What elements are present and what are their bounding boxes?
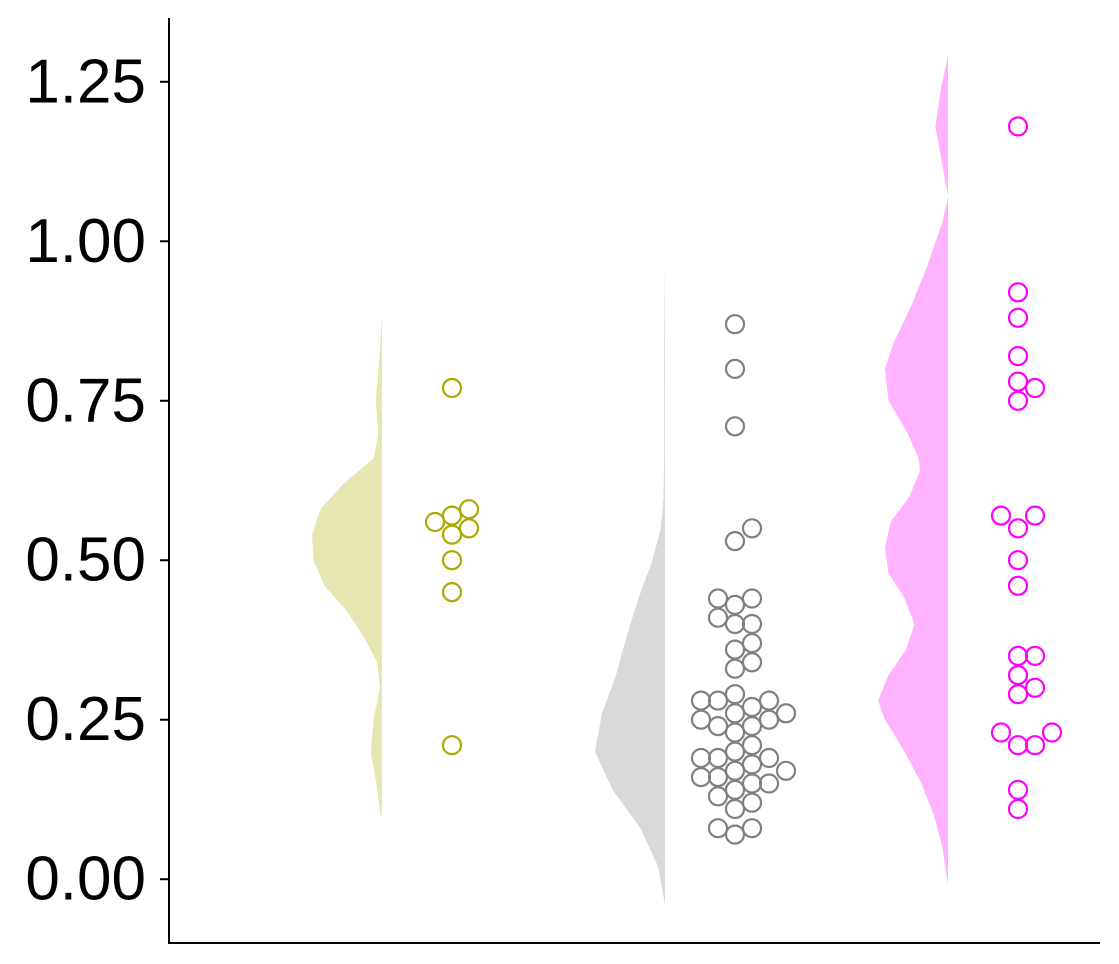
y-tick-label: 0.25 bbox=[25, 685, 146, 754]
data-point-series-2 bbox=[741, 735, 763, 756]
data-point-series-2 bbox=[724, 358, 746, 379]
data-point-series-2 bbox=[741, 773, 763, 794]
y-tick-label: 0.75 bbox=[25, 366, 146, 435]
data-point-series-3 bbox=[1007, 518, 1029, 539]
data-point-series-2 bbox=[707, 747, 729, 769]
y-tick-label: 1.25 bbox=[25, 47, 146, 116]
data-point-series-3 bbox=[1024, 377, 1046, 399]
data-point-series-2 bbox=[724, 314, 746, 335]
data-point-series-3 bbox=[1024, 677, 1046, 698]
data-point-series-1 bbox=[458, 518, 480, 539]
data-point-series-3 bbox=[1007, 575, 1029, 596]
data-point-series-3 bbox=[1024, 735, 1046, 756]
data-point-series-1 bbox=[458, 499, 480, 520]
y-axis-ticks: 0.00 0.25 0.50 0.75 1.00 1.25 bbox=[25, 47, 169, 914]
data-point-series-2 bbox=[775, 760, 797, 781]
data-point-series-2 bbox=[741, 613, 763, 635]
data-point-series-3 bbox=[1007, 390, 1029, 411]
data-point-series-2 bbox=[724, 741, 746, 762]
data-point-series-2 bbox=[724, 760, 746, 781]
data-point-series-2 bbox=[690, 709, 712, 730]
data-point-series-2 bbox=[707, 818, 729, 839]
data-point-series-2 bbox=[724, 703, 746, 724]
data-point-series-2 bbox=[758, 747, 780, 769]
data-point-series-2 bbox=[741, 818, 763, 839]
data-point-series-1 bbox=[424, 511, 446, 533]
data-point-series-2 bbox=[707, 690, 729, 711]
data-point-series-2 bbox=[724, 798, 746, 820]
data-point-series-2 bbox=[724, 779, 746, 801]
data-point-series-3 bbox=[1007, 116, 1029, 137]
data-point-series-1 bbox=[441, 377, 463, 399]
data-point-series-2 bbox=[690, 747, 712, 769]
data-point-series-2 bbox=[741, 518, 763, 539]
data-point-series-2 bbox=[724, 530, 746, 552]
density-cloud-3 bbox=[878, 56, 948, 886]
data-point-series-1 bbox=[441, 581, 463, 603]
data-point-series-2 bbox=[724, 416, 746, 437]
data-point-series-1 bbox=[441, 524, 463, 545]
data-point-series-2 bbox=[707, 715, 729, 737]
data-point-series-2 bbox=[724, 594, 746, 616]
data-point-series-1 bbox=[441, 735, 463, 756]
data-point-series-2 bbox=[724, 613, 746, 635]
data-point-series-2 bbox=[690, 766, 712, 788]
data-point-series-3 bbox=[1041, 722, 1063, 743]
data-point-series-2 bbox=[741, 588, 763, 609]
data-point-series-2 bbox=[741, 633, 763, 654]
data-point-series-3 bbox=[1007, 307, 1029, 328]
data-point-series-1 bbox=[441, 550, 463, 571]
data-point-series-2 bbox=[741, 715, 763, 737]
data-point-series-2 bbox=[758, 690, 780, 711]
data-point-series-3 bbox=[1007, 371, 1029, 392]
data-point-series-2 bbox=[707, 766, 729, 788]
data-point-series-2 bbox=[758, 773, 780, 794]
data-point-series-3 bbox=[1007, 779, 1029, 801]
data-point-series-2 bbox=[707, 588, 729, 609]
data-point-series-2 bbox=[724, 658, 746, 679]
data-point-series-3 bbox=[1007, 798, 1029, 820]
data-points bbox=[424, 116, 1063, 845]
data-point-series-2 bbox=[707, 607, 729, 628]
data-point-series-3 bbox=[1007, 282, 1029, 303]
data-point-series-2 bbox=[724, 824, 746, 845]
data-point-series-3 bbox=[990, 722, 1012, 743]
data-point-series-2 bbox=[690, 690, 712, 711]
data-point-series-2 bbox=[741, 696, 763, 718]
data-point-series-2 bbox=[724, 639, 746, 660]
data-point-series-2 bbox=[758, 709, 780, 730]
density-cloud-2 bbox=[595, 254, 665, 905]
y-tick-label: 0.50 bbox=[25, 526, 146, 595]
y-tick-label: 1.00 bbox=[25, 207, 146, 276]
data-point-series-3 bbox=[1024, 645, 1046, 667]
data-point-series-3 bbox=[990, 505, 1012, 526]
density-cloud-1 bbox=[312, 317, 382, 816]
data-point-series-2 bbox=[775, 703, 797, 724]
data-point-series-2 bbox=[741, 652, 763, 673]
data-point-series-3 bbox=[1007, 664, 1029, 686]
data-point-series-3 bbox=[1024, 505, 1046, 526]
data-point-series-3 bbox=[1007, 645, 1029, 667]
density-clouds bbox=[312, 56, 948, 905]
data-point-series-3 bbox=[1007, 684, 1029, 705]
data-point-series-2 bbox=[741, 792, 763, 813]
data-point-series-2 bbox=[724, 684, 746, 705]
data-point-series-2 bbox=[707, 786, 729, 807]
data-point-series-2 bbox=[741, 754, 763, 775]
data-point-series-3 bbox=[1007, 550, 1029, 571]
data-point-series-3 bbox=[1007, 346, 1029, 367]
data-point-series-2 bbox=[724, 722, 746, 743]
data-point-series-1 bbox=[441, 505, 463, 526]
data-point-series-3 bbox=[1007, 735, 1029, 756]
y-tick-label: 0.00 bbox=[25, 845, 146, 914]
